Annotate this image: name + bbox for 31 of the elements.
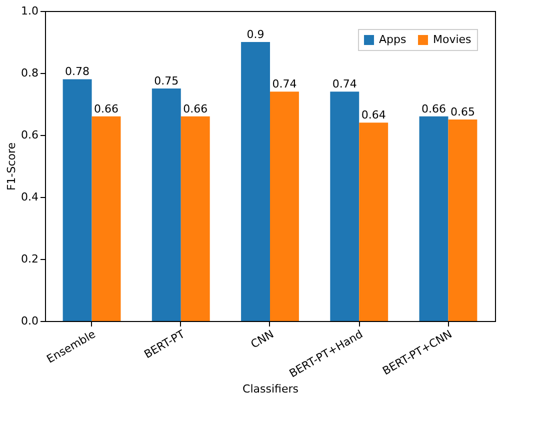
bar [180,116,210,321]
bar [92,116,121,321]
data-label: 0.64 [361,108,386,122]
bar [270,92,299,321]
bar [419,116,448,321]
x-axis-title: Classifiers [242,382,299,396]
data-label: 0.66 [183,102,208,116]
y-tick-label: 0.6 [21,128,38,142]
bar [359,122,388,321]
y-axis-title: F1-Score [5,142,18,191]
y-tick-label: 0.4 [21,190,38,204]
data-label: 0.78 [65,65,90,78]
legend-label: Apps [379,33,406,46]
x-tick-label: CNN [248,328,276,351]
data-label: 0.66 [421,102,446,116]
y-tick-label: 1.0 [21,4,38,18]
bar [62,79,92,321]
bar [152,88,181,321]
bar [330,92,360,321]
data-label: 0.66 [94,102,119,116]
y-tick-label: 0.2 [21,252,38,266]
data-label: 0.75 [154,74,179,88]
data-label: 0.74 [332,78,357,91]
bar [448,120,478,321]
data-label: 0.74 [272,78,297,91]
y-tick-label: 0.8 [21,66,38,80]
y-tick-label: 0.0 [21,314,38,328]
bar [241,42,270,321]
data-label: 0.65 [450,106,475,118]
legend-label: Movies [433,33,472,46]
data-label: 0.9 [246,28,264,41]
